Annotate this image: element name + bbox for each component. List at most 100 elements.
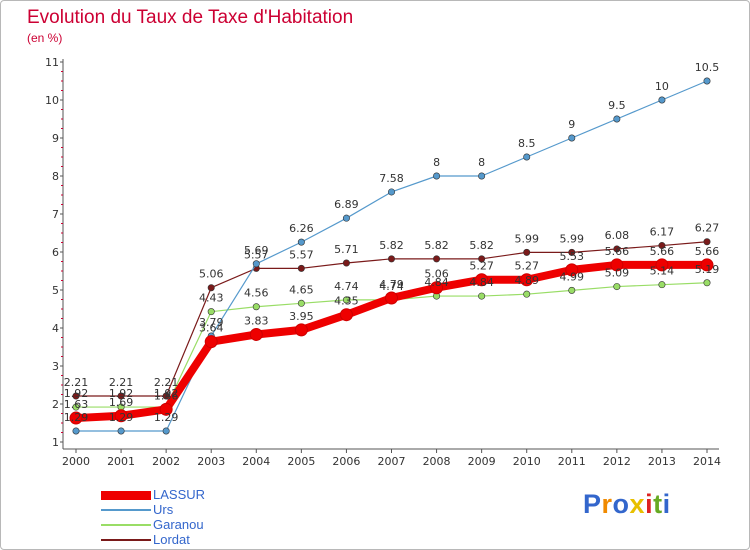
data-point <box>613 245 621 253</box>
data-point <box>294 323 308 337</box>
data-label: 5.66 <box>605 245 630 258</box>
legend-swatch <box>101 524 151 526</box>
x-tick-label: 2009 <box>468 455 496 468</box>
data-label: 3.83 <box>244 314 269 327</box>
data-label: 4.79 <box>379 278 404 291</box>
data-point <box>613 283 621 291</box>
data-label: 1.29 <box>109 411 134 424</box>
data-point <box>433 172 441 180</box>
data-point <box>613 115 621 123</box>
data-point <box>520 273 534 287</box>
data-label: 1.92 <box>154 387 179 400</box>
data-point <box>523 153 531 161</box>
data-label: 4.74 <box>379 280 404 293</box>
data-point <box>565 263 579 277</box>
data-point <box>342 259 350 267</box>
legend-label: Urs <box>153 502 174 517</box>
data-label: 3.64 <box>199 322 224 335</box>
legend-item-urs: Urs <box>101 502 301 517</box>
data-point <box>703 77 711 85</box>
x-tick-label: 2007 <box>378 455 406 468</box>
data-point <box>478 172 486 180</box>
y-tick-label: 9 <box>52 132 59 145</box>
x-tick-label: 2013 <box>648 455 676 468</box>
data-label: 1.92 <box>64 387 89 400</box>
data-point <box>162 427 170 435</box>
data-label: 8.5 <box>518 137 536 150</box>
y-tick-label: 2 <box>52 398 59 411</box>
y-tick-label: 8 <box>52 170 59 183</box>
data-label: 5.99 <box>560 232 585 245</box>
data-label: 5.09 <box>605 267 630 280</box>
data-point <box>162 392 170 400</box>
data-label: 4.65 <box>289 283 314 296</box>
proxiti-logo: Proxiti <box>583 489 671 519</box>
data-label: 1.63 <box>64 398 89 411</box>
data-label: 1.29 <box>64 411 89 424</box>
data-point <box>207 308 215 316</box>
axes: 1 2 3 4 5 6 7 8 9 10 11 2000 2001 2002 2003 2004 2005 200… <box>45 56 721 468</box>
chart-subtitle: (en %) <box>27 31 63 45</box>
data-label: 5.06 <box>199 268 224 281</box>
data-point <box>433 255 441 263</box>
legend: LASSUR Urs Garanou Lordat <box>101 487 301 547</box>
y-tick-label: 11 <box>45 56 59 69</box>
x-tick-label: 2011 <box>558 455 586 468</box>
data-point <box>568 248 576 256</box>
data-point <box>700 258 714 272</box>
data-label: 6.27 <box>695 222 720 235</box>
data-label: 10 <box>655 80 669 93</box>
data-point <box>703 238 711 246</box>
y-tick-label: 5 <box>52 284 59 297</box>
data-point <box>658 281 666 289</box>
x-tick-label: 2003 <box>197 455 225 468</box>
data-label: 4.84 <box>424 276 449 289</box>
data-label: 1.92 <box>109 387 134 400</box>
data-point <box>204 335 218 349</box>
y-tick-label: 1 <box>52 436 59 449</box>
data-label: 6.26 <box>289 222 314 235</box>
legend-swatch <box>101 490 151 500</box>
data-point <box>385 291 398 305</box>
y-tick-label: 4 <box>52 322 59 335</box>
data-label: 1.69 <box>109 396 134 409</box>
data-point <box>297 238 305 246</box>
data-point <box>478 292 486 300</box>
y-tick-label: 6 <box>52 246 59 259</box>
data-label: 5.66 <box>650 245 675 258</box>
data-label: 2.21 <box>109 376 134 389</box>
data-point <box>658 96 666 104</box>
legend-item-lassur: LASSUR <box>101 487 301 502</box>
data-point <box>159 402 173 416</box>
data-label: 5.66 <box>695 245 720 258</box>
data-label: 4.43 <box>199 292 224 305</box>
data-label: 5.99 <box>514 232 539 245</box>
data-label: 5.82 <box>469 239 494 252</box>
data-label: 5.69 <box>244 244 269 257</box>
data-point <box>69 411 83 425</box>
data-label: 5.19 <box>695 263 720 276</box>
data-point <box>430 281 444 295</box>
data-point <box>342 296 350 304</box>
data-point <box>568 286 576 294</box>
data-point <box>72 403 80 411</box>
legend-item-garanou: Garanou <box>101 517 301 532</box>
series-layer <box>69 77 714 435</box>
data-label: 10.5 <box>695 61 720 74</box>
data-label: 5.57 <box>244 248 269 261</box>
data-label: 6.89 <box>334 198 359 211</box>
data-point <box>72 392 80 400</box>
data-label: 4.89 <box>514 274 539 287</box>
data-point <box>117 392 125 400</box>
x-tick-label: 2000 <box>62 455 90 468</box>
data-label: 4.99 <box>560 270 585 283</box>
legend-swatch <box>101 509 151 511</box>
y-tick-label: 7 <box>52 208 59 221</box>
data-label: 4.35 <box>334 295 359 308</box>
legend-label: LASSUR <box>153 487 206 502</box>
data-point <box>523 248 531 256</box>
data-point <box>387 188 395 196</box>
x-tick-label: 2004 <box>242 455 270 468</box>
